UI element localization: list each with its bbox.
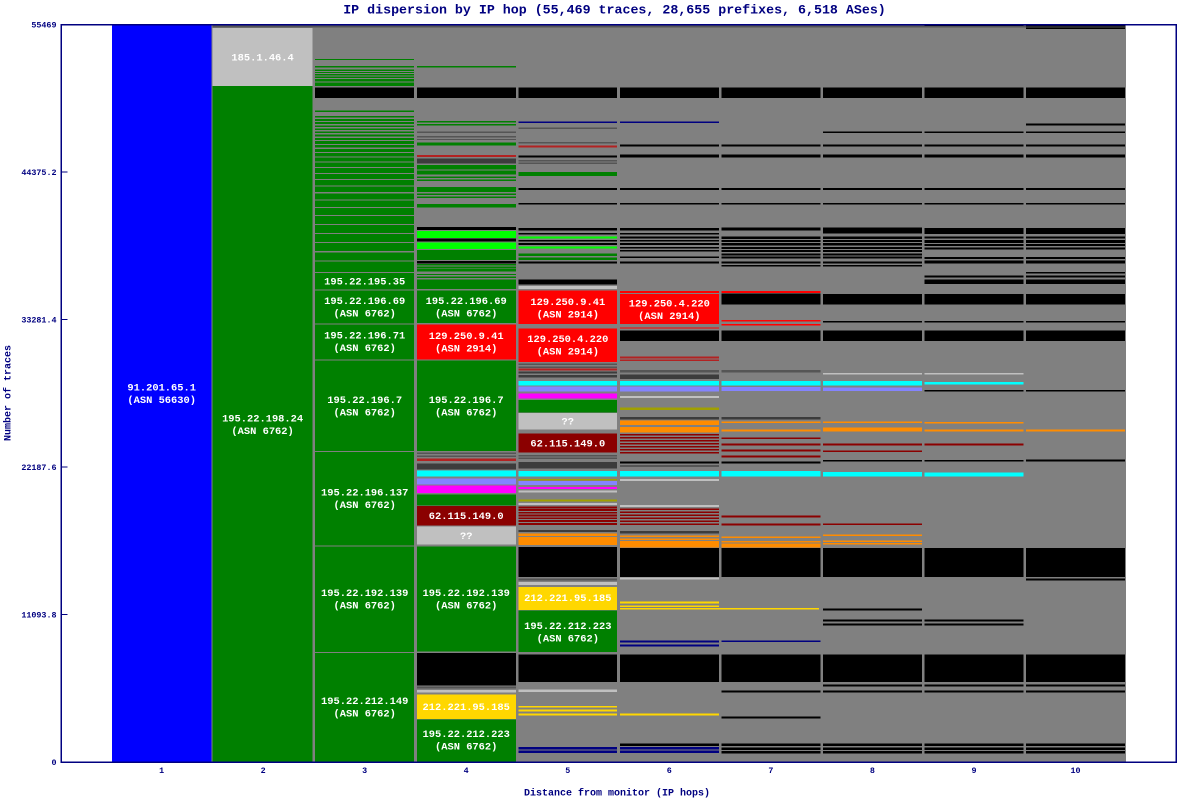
svg-text:(ASN 6762): (ASN 6762) <box>334 708 396 720</box>
svg-text:(ASN 6762): (ASN 6762) <box>231 426 293 438</box>
svg-text:(ASN 2914): (ASN 2914) <box>638 311 700 323</box>
svg-text:185.1.46.4: 185.1.46.4 <box>231 53 293 65</box>
svg-text:62.115.149.0: 62.115.149.0 <box>530 439 605 451</box>
svg-text:3: 3 <box>362 766 367 776</box>
svg-text:195.22.196.69: 195.22.196.69 <box>324 296 405 308</box>
svg-text:(ASN 6762): (ASN 6762) <box>334 500 396 512</box>
svg-text:44375.2: 44375.2 <box>21 168 56 178</box>
svg-text:195.22.195.35: 195.22.195.35 <box>324 277 405 289</box>
svg-text:Distance from monitor (IP hops: Distance from monitor (IP hops) <box>524 788 710 800</box>
svg-text:8: 8 <box>870 766 875 776</box>
svg-text:6: 6 <box>667 766 672 776</box>
svg-text:(ASN 6762): (ASN 6762) <box>334 308 396 320</box>
svg-text:9: 9 <box>971 766 976 776</box>
svg-text:(ASN 6762): (ASN 6762) <box>334 407 396 419</box>
svg-text:Number of traces: Number of traces <box>3 345 15 441</box>
svg-text:5: 5 <box>565 766 570 776</box>
svg-text:(ASN 6762): (ASN 6762) <box>334 600 396 612</box>
svg-text:91.201.65.1: 91.201.65.1 <box>127 383 196 395</box>
svg-text:195.22.196.7: 195.22.196.7 <box>429 395 504 407</box>
svg-text:195.22.196.71: 195.22.196.71 <box>324 331 405 343</box>
svg-text:(ASN 2914): (ASN 2914) <box>537 310 599 322</box>
svg-text:195.22.192.139: 195.22.192.139 <box>321 588 408 600</box>
svg-text:62.115.149.0: 62.115.149.0 <box>429 511 504 523</box>
svg-text:(ASN 56630): (ASN 56630) <box>127 395 196 407</box>
svg-text:195.22.212.149: 195.22.212.149 <box>321 696 408 708</box>
svg-text:(ASN 6762): (ASN 6762) <box>334 343 396 355</box>
svg-text:195.22.192.139: 195.22.192.139 <box>423 588 510 600</box>
svg-text:195.22.198.24: 195.22.198.24 <box>222 414 303 426</box>
svg-text:195.22.212.223: 195.22.212.223 <box>524 621 611 633</box>
svg-text:(ASN 6762): (ASN 6762) <box>435 407 497 419</box>
svg-text:129.250.9.41: 129.250.9.41 <box>429 331 504 343</box>
svg-text:11093.8: 11093.8 <box>21 610 56 620</box>
svg-text:195.22.196.137: 195.22.196.137 <box>321 488 408 500</box>
svg-text:129.250.4.220: 129.250.4.220 <box>527 334 608 346</box>
svg-text:195.22.212.223: 195.22.212.223 <box>423 729 510 741</box>
svg-text:??: ?? <box>460 531 472 543</box>
svg-text:??: ?? <box>562 417 574 429</box>
svg-text:10: 10 <box>1070 766 1080 776</box>
svg-text:7: 7 <box>768 766 773 776</box>
svg-text:IP dispersion by IP hop (55,46: IP dispersion by IP hop (55,469 traces, … <box>343 3 886 18</box>
svg-text:0: 0 <box>51 758 56 768</box>
svg-text:(ASN 2914): (ASN 2914) <box>435 344 497 356</box>
svg-text:(ASN 6762): (ASN 6762) <box>435 601 497 613</box>
svg-text:129.250.4.220: 129.250.4.220 <box>629 299 710 311</box>
svg-text:2: 2 <box>261 766 266 776</box>
svg-text:212.221.95.185: 212.221.95.185 <box>524 593 611 605</box>
svg-text:(ASN 2914): (ASN 2914) <box>537 347 599 359</box>
svg-text:(ASN 6762): (ASN 6762) <box>435 308 497 320</box>
svg-text:195.22.196.7: 195.22.196.7 <box>327 395 402 407</box>
svg-text:4: 4 <box>464 766 469 776</box>
svg-text:129.250.9.41: 129.250.9.41 <box>530 297 605 309</box>
svg-text:55469: 55469 <box>31 21 56 31</box>
svg-text:22187.6: 22187.6 <box>21 463 56 473</box>
svg-text:1: 1 <box>159 766 164 776</box>
svg-text:(ASN 6762): (ASN 6762) <box>435 742 497 754</box>
svg-text:212.221.95.185: 212.221.95.185 <box>423 702 510 714</box>
svg-text:(ASN 6762): (ASN 6762) <box>537 634 599 646</box>
svg-text:195.22.196.69: 195.22.196.69 <box>426 296 507 308</box>
svg-text:33281.4: 33281.4 <box>21 315 56 325</box>
